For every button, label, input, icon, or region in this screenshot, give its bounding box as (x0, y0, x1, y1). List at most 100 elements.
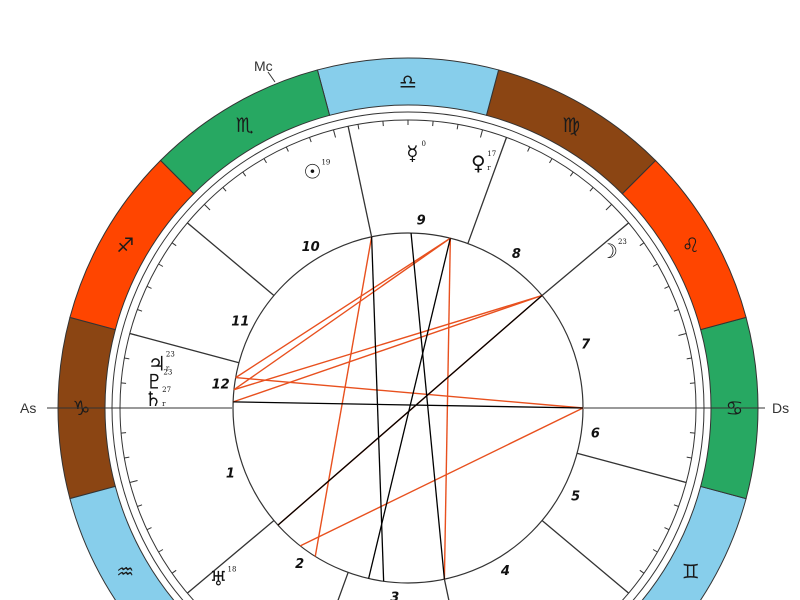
degree-tick (158, 549, 164, 553)
sign-aquarius-icon: ♒︎ (116, 559, 134, 583)
degree-tick (357, 124, 360, 130)
degree-tick (285, 146, 289, 152)
venus-icon: ♀ (471, 151, 486, 175)
degree-tick (549, 158, 553, 164)
moon-icon: ☽ (600, 239, 618, 263)
retrograde-marker: r (487, 164, 491, 172)
descendant-label: Ds (772, 400, 789, 416)
house-number-9: 9 (417, 213, 426, 228)
retrograde-marker: r (166, 365, 170, 373)
aspect-lines (232, 232, 584, 582)
chart-axes: As Ds Mc (20, 58, 789, 416)
sign-virgo-icon: ♍︎ (562, 113, 580, 137)
house-number-6: 6 (591, 427, 600, 442)
degree-tick (686, 456, 692, 459)
house-cusp-10 (347, 126, 373, 237)
house-cusp-4 (443, 579, 450, 600)
sun-icon: ☉ (304, 160, 322, 184)
degree-tick (605, 203, 613, 211)
sign-libra-icon: ♎︎ (399, 70, 417, 94)
degree-tick (129, 479, 138, 484)
house-cusps (129, 126, 687, 600)
planet-saturn[interactable]: ♄ 27 r (144, 386, 171, 411)
degree-tick (263, 158, 267, 164)
degree-tick (146, 527, 152, 531)
house-cusp-9 (467, 137, 508, 244)
planet-degree: 17 (487, 150, 496, 158)
degree-tick (479, 129, 484, 138)
sign-sagittarius-icon: ♐︎ (116, 233, 134, 257)
house-number-4: 4 (500, 564, 510, 579)
saturn-icon: ♄ (144, 387, 162, 411)
aspect-line (314, 236, 373, 557)
house-number-3: 3 (390, 591, 399, 600)
sign-leo-icon: ♌︎ (682, 233, 700, 257)
inner-circle (232, 232, 584, 584)
planet-pluto[interactable]: ♇ 23 (145, 368, 172, 393)
planet-mercury[interactable]: ☿ 0 (406, 140, 426, 165)
degree-tick (678, 332, 687, 337)
house-cusp-3 (337, 572, 349, 600)
house-cusp-5 (541, 519, 630, 594)
planet-degree: 18 (227, 566, 236, 574)
house-number-11: 11 (231, 315, 249, 330)
midheaven-label: Mc (254, 58, 273, 74)
degree-tick (569, 171, 574, 177)
degree-tick (124, 456, 130, 459)
degree-tick (686, 357, 692, 360)
planet-sun[interactable]: ☉ 19 (304, 159, 331, 184)
uranus-icon: ♅ (210, 567, 228, 591)
axis-line (370, 236, 385, 582)
degree-tick (527, 146, 531, 152)
sign-segment-sagittarius (69, 159, 195, 331)
degree-tick (589, 187, 594, 192)
mercury-icon: ☿ (406, 141, 418, 165)
planet-degree: 19 (321, 159, 330, 167)
axis-line (277, 295, 543, 526)
degree-tick (332, 129, 337, 138)
aspect-line (232, 294, 543, 403)
degree-tick (673, 504, 679, 507)
house-cusp-2 (186, 519, 275, 594)
degree-tick (639, 242, 645, 247)
house-number-7: 7 (581, 337, 591, 352)
planet-uranus[interactable]: ♅ 18 (210, 566, 237, 591)
planets: ☉ 19 ☿ 0♀ 17r☽ 23♃ 23r♇ 23♄ 27r♅ 18 (144, 140, 627, 591)
pluto-icon: ♇ (145, 369, 163, 393)
house-number-8: 8 (512, 247, 521, 262)
house-cusp-8 (541, 222, 630, 297)
sign-scorpio-icon: ♏︎ (236, 113, 254, 137)
planet-moon[interactable]: ☽ 23 (600, 238, 627, 263)
planet-venus[interactable]: ♀ 17 r (471, 150, 496, 175)
axis-line (233, 401, 584, 409)
degree-tick (158, 263, 164, 267)
degree-tick (652, 549, 658, 553)
planet-degree: 27 (162, 386, 171, 394)
house-cusp-12 (129, 332, 240, 364)
house-number-2: 2 (295, 557, 304, 572)
degree-tick (652, 263, 658, 267)
house-number-12: 12 (212, 377, 230, 392)
retrograde-marker: r (162, 400, 166, 408)
degree-tick (664, 527, 670, 531)
degree-tick (137, 504, 143, 507)
house-cusp-11 (186, 222, 275, 297)
aspect-line (233, 294, 543, 391)
degree-tick (222, 187, 227, 192)
planet-degree: 23 (618, 238, 627, 246)
house-cusp-6 (576, 452, 687, 484)
degree-tick (171, 569, 177, 574)
planet-degree: 0 (421, 140, 425, 148)
degree-tick (309, 137, 312, 143)
ascendant-label: As (20, 400, 36, 416)
degree-tick (242, 171, 247, 177)
degree-tick (664, 285, 670, 289)
aspect-line (235, 237, 451, 379)
planet-degree: 23 (166, 351, 175, 359)
degree-tick (456, 124, 459, 130)
aspect-line (299, 407, 584, 547)
degree-tick (673, 309, 679, 312)
planet-jupiter[interactable]: ♃ 23r (148, 351, 175, 376)
axis-line (410, 232, 446, 580)
